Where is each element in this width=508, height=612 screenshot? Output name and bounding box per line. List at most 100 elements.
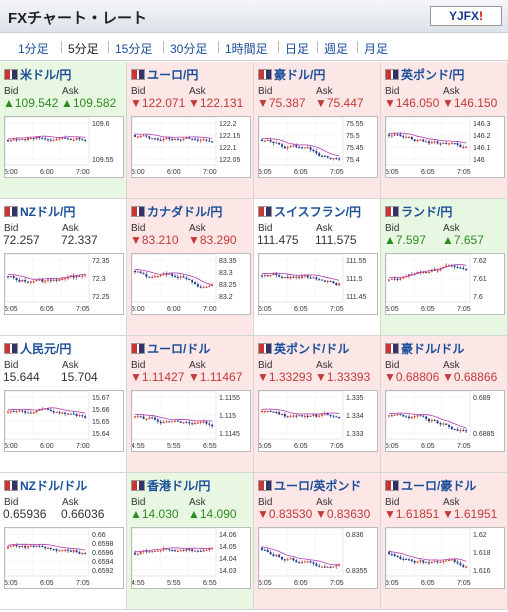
pair-cell[interactable]: ユーロ/ドル Bid Ask ▼1.11427 ▼1.11467 1.1155 1.115 1…	[127, 336, 254, 473]
candle	[7, 140, 9, 142]
pair-name[interactable]: 英ポンド/円	[385, 66, 464, 83]
candle	[388, 134, 390, 136]
mini-chart[interactable]: 14.06 14.05 14.04 14.03 4:55 5:55 6:55	[131, 527, 251, 589]
candle	[399, 414, 402, 416]
candle	[318, 153, 321, 156]
mini-chart[interactable]: 7.62 7.61 7.6 5:05 6:05 7:05	[385, 253, 505, 315]
candle	[456, 561, 459, 564]
candle	[139, 271, 142, 274]
mini-chart[interactable]: 72.35 72.3 72.25 5:05 6:05 7:05	[4, 253, 124, 315]
mini-chart[interactable]: 111.55 111.5 111.45 5:05 6:05 7:05	[258, 253, 378, 315]
tab-5[interactable]: 1時間足	[225, 42, 268, 56]
tab-6[interactable]: 日足	[285, 42, 310, 56]
mini-chart[interactable]: 0.66 0.6598 0.6596 0.6594 0.6592 5:05 6:05 7:05	[4, 527, 124, 589]
pair-cell[interactable]: ユーロ/豪ドル Bid Ask ▼1.61851 ▼1.61951 1.62 1.618 1.…	[381, 473, 508, 610]
tab-3[interactable]: 15分足	[115, 42, 153, 56]
mini-chart[interactable]: 109.6 109.55 5:00 6:00 7:00	[4, 116, 124, 178]
x-tick-label: 7:05	[330, 580, 344, 587]
flag-icon	[4, 480, 18, 491]
ask-value: ▼1.61951	[442, 507, 498, 521]
mini-chart[interactable]: 1.62 1.618 1.616 5:05 6:05 7:05	[385, 527, 505, 589]
candle	[281, 414, 283, 416]
candle	[9, 140, 12, 142]
pair-name[interactable]: NZドル/ドル	[4, 477, 87, 494]
mini-chart[interactable]: 15.67 15.66 15.65 15.64 5:00 6:00 7:00	[4, 390, 124, 452]
pair-name[interactable]: ユーロ/円	[131, 66, 198, 83]
candle	[168, 421, 171, 423]
candle	[29, 281, 32, 283]
pair-cell[interactable]: ユーロ/円 Bid Ask ▼122.071 ▼122.131 122.2 122.15 12…	[127, 62, 254, 199]
yjfx-logo[interactable]: YJFX!	[430, 6, 502, 26]
candle	[84, 553, 87, 555]
candle	[185, 422, 188, 424]
candle	[18, 410, 21, 412]
candle	[388, 552, 390, 555]
candle	[301, 561, 303, 563]
moving-average-line	[134, 133, 213, 139]
tab-1[interactable]: 1分足	[18, 42, 49, 56]
pair-name[interactable]: スイスフラン/円	[258, 203, 361, 220]
candle	[275, 142, 278, 144]
y-tick-label: 1.1145	[219, 431, 240, 438]
candle	[390, 278, 393, 280]
candle	[332, 415, 335, 417]
y-tick-label: 7.61	[473, 276, 487, 283]
mini-chart[interactable]: 0.836 0.8355 5:05 6:05 7:05	[258, 527, 378, 589]
pair-name[interactable]: ランド/円	[385, 203, 452, 220]
candle	[261, 411, 263, 413]
pair-name[interactable]: ユーロ/豪ドル	[385, 477, 476, 494]
mini-chart[interactable]: 1.1155 1.115 1.1145 4:55 5:55 6:55	[131, 390, 251, 452]
pair-name[interactable]: NZドル/円	[4, 203, 75, 220]
candle	[84, 274, 87, 276]
candle	[425, 141, 428, 143]
candle	[49, 139, 52, 141]
candle	[35, 545, 38, 548]
tab-8[interactable]: 月足	[364, 42, 389, 56]
mini-chart[interactable]: 0.689 0.6885 5:05 6:05 7:05	[385, 390, 505, 452]
mini-chart[interactable]: 75.55 75.5 75.45 75.4 5:05 6:05 7:05	[258, 116, 378, 178]
pair-cell[interactable]: スイスフラン/円 Bid Ask 111.475 111.575 111.55 111.5 1…	[254, 199, 381, 336]
mini-chart[interactable]: 122.2 122.15 122.1 122.05 5:00 6:00 7:00	[131, 116, 251, 178]
pair-cell[interactable]: 豪ドル/円 Bid Ask ▼75.387 ▼75.447 75.55 75.5 75.45 7…	[254, 62, 381, 199]
pair-cell[interactable]: カナダドル/円 Bid Ask ▼83.210 ▼83.290 83.35 83.3 83.2…	[127, 199, 254, 336]
pair-cell[interactable]: 香港ドル/円 Bid Ask ▲14.030 ▲14.090 14.06 14.05 14.0…	[127, 473, 254, 610]
flag-icon	[258, 343, 272, 354]
pair-cell[interactable]: 人民元/円 Bid Ask 15.644 15.704 15.67 15.66 15.65 15…	[0, 336, 127, 473]
tab-separator	[218, 41, 219, 53]
pair-cell[interactable]: ユーロ/英ポンド Bid Ask ▼0.83530 ▼0.83630 0.836 0.835…	[254, 473, 381, 610]
pair-name[interactable]: 香港ドル/円	[131, 477, 210, 494]
pair-name[interactable]: ユーロ/ドル	[131, 340, 210, 357]
ask-value: ▼122.131	[188, 96, 244, 110]
pair-name[interactable]: カナダドル/円	[131, 203, 222, 220]
pair-cell[interactable]: 米ドル/円 Bid Ask ▲109.542 ▲109.582 109.6 109.55 5:…	[0, 62, 127, 199]
mini-chart[interactable]: 83.35 83.3 83.25 83.2 5:00 6:00 7:00	[131, 253, 251, 315]
pair-name[interactable]: 豪ドル/円	[258, 66, 325, 83]
x-tick-label: 7:05	[330, 306, 344, 313]
candle	[292, 558, 295, 561]
candle	[442, 423, 445, 425]
pair-cell[interactable]: ランド/円 Bid Ask ▲7.597 ▲7.657 7.62 7.61 7.6 5:05 6:…	[381, 199, 508, 336]
pair-name[interactable]: ユーロ/英ポンド	[258, 477, 361, 494]
candle	[419, 560, 422, 562]
candle	[148, 417, 151, 419]
pair-cell[interactable]: NZドル/円 Bid Ask 72.257 72.337 72.35 72.3 72.25 5:…	[0, 199, 127, 336]
tab-2[interactable]: 5分足	[64, 40, 103, 57]
pair-cell[interactable]: 英ポンド/円 Bid Ask ▼146.050 ▼146.150 146.3 146.2 14…	[381, 62, 508, 199]
pair-cell[interactable]: 豪ドル/ドル Bid Ask ▼0.68806 ▼0.68866 0.689 0.6885 5…	[381, 336, 508, 473]
pair-cell[interactable]: NZドル/ドル Bid Ask 0.65936 0.66036 0.66 0.6598 0.6…	[0, 473, 127, 610]
candle	[188, 278, 191, 281]
pair-name[interactable]: 米ドル/円	[4, 66, 71, 83]
mini-chart[interactable]: 1.335 1.334 1.333 5:05 6:05 7:05	[258, 390, 378, 452]
tab-7[interactable]: 週足	[324, 42, 349, 56]
candle	[281, 276, 283, 278]
candle	[306, 561, 309, 563]
candle	[9, 546, 12, 548]
mini-chart[interactable]: 146.3 146.2 146.1 146 5:05 6:05 7:05	[385, 116, 505, 178]
pair-cell[interactable]: 英ポンド/ドル Bid Ask ▼1.33293 ▼1.33393 1.335 1.334 1…	[254, 336, 381, 473]
tab-4[interactable]: 30分足	[170, 42, 208, 56]
pair-name[interactable]: 英ポンド/ドル	[258, 340, 349, 357]
pair-name[interactable]: 人民元/円	[4, 340, 71, 357]
pair-name[interactable]: 豪ドル/ドル	[385, 340, 464, 357]
candle	[416, 139, 419, 141]
candle	[151, 417, 154, 419]
